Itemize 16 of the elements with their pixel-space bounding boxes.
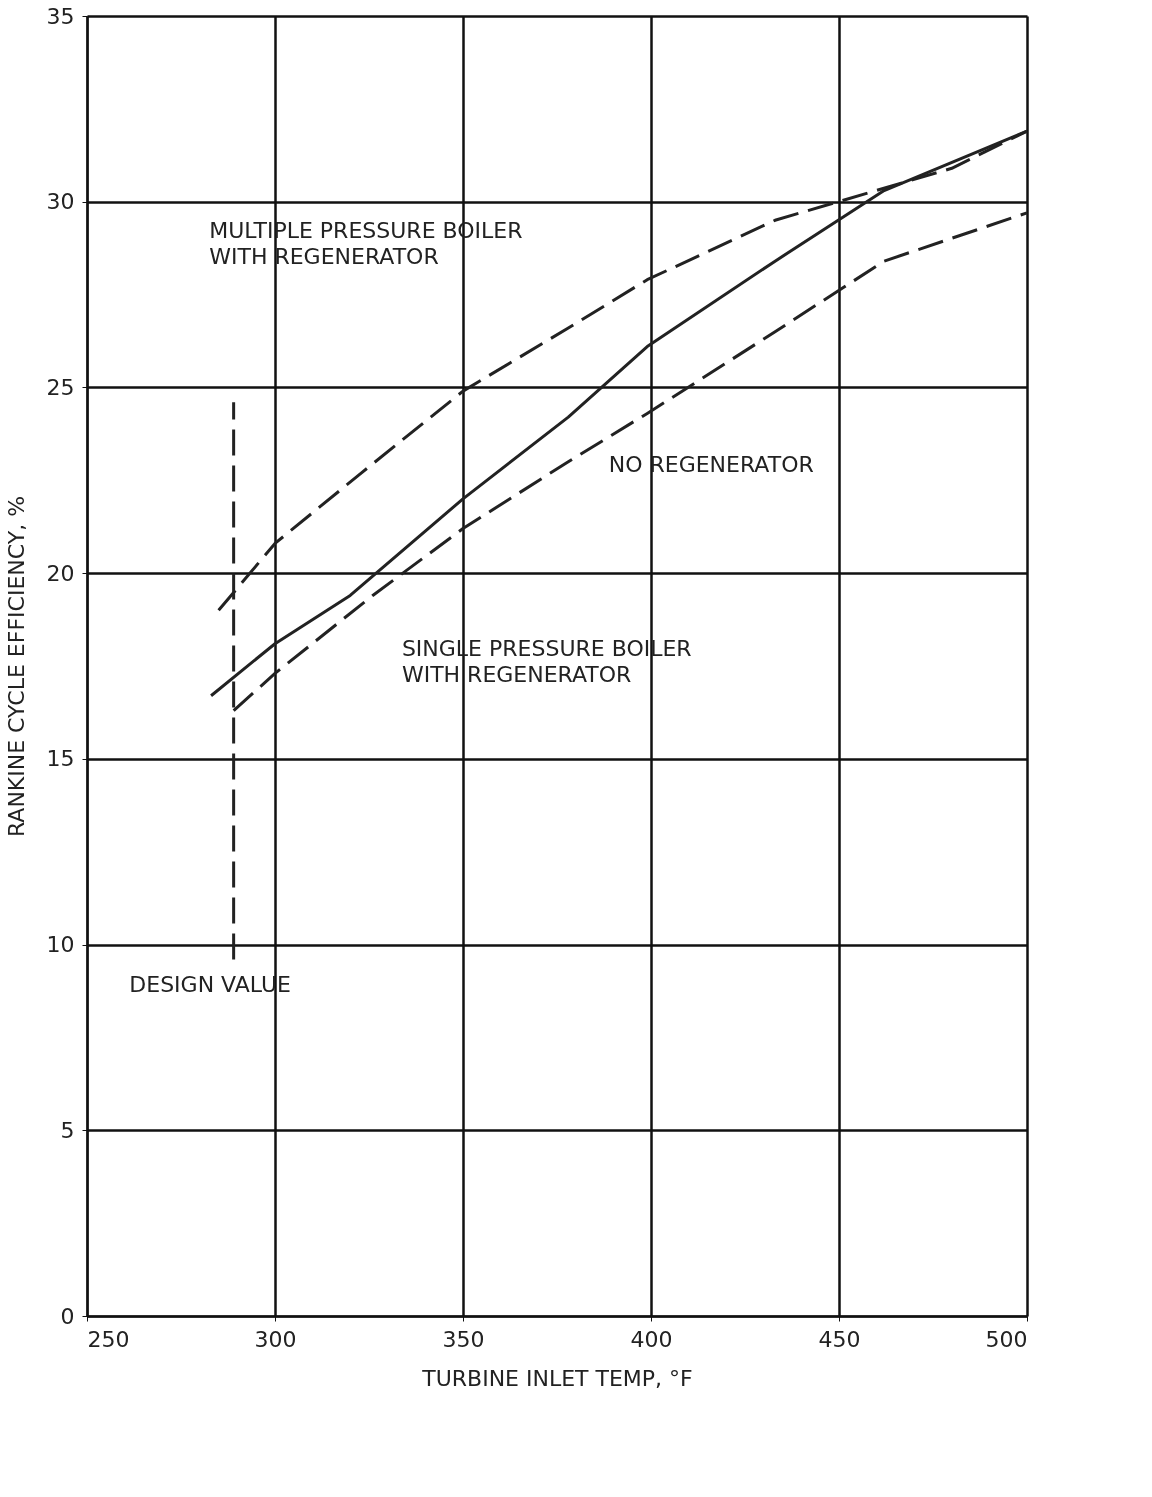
- x-tick-label: 350: [442, 1326, 485, 1352]
- y-tick-label: 25: [46, 374, 75, 400]
- y-tick-label: 20: [46, 560, 75, 586]
- x-tick-label: 400: [630, 1326, 673, 1352]
- x-tick-label: 250: [87, 1326, 130, 1352]
- y-axis-title: RANKINE CYCLE EFFICIENCY, %: [3, 495, 29, 838]
- y-tick-label: 35: [46, 3, 75, 29]
- y-tick-label: 5: [60, 1117, 75, 1143]
- x-tick-label: 450: [818, 1326, 861, 1352]
- y-tick-label: 0: [60, 1303, 75, 1329]
- x-axis-title: TURBINE INLET TEMP, °F: [421, 1365, 693, 1391]
- x-tick-label: 300: [254, 1326, 297, 1352]
- y-tick-label: 15: [46, 746, 75, 772]
- y-tick-label: 30: [46, 189, 75, 215]
- y-tick-label: 10: [46, 932, 75, 958]
- x-tick-label: 500: [985, 1326, 1028, 1352]
